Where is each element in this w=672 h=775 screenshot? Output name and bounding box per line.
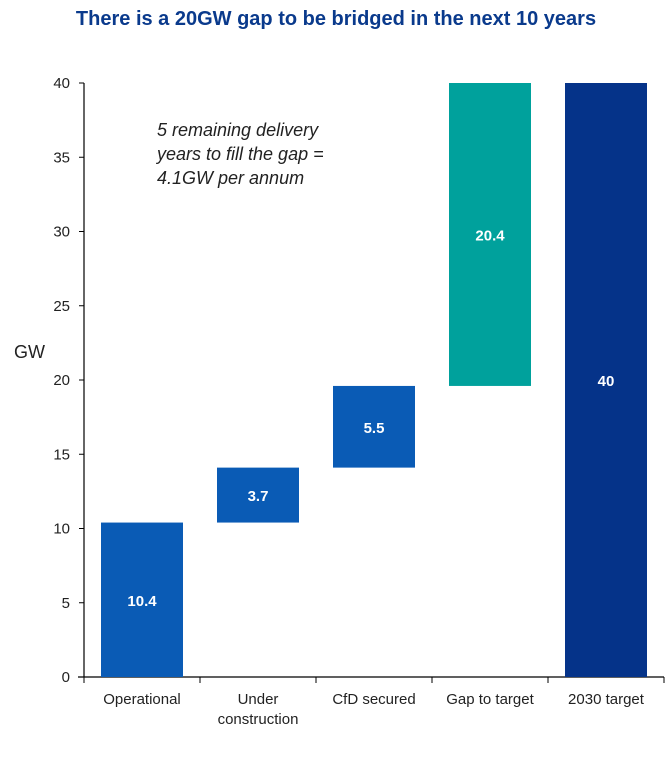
annotation-text: 4.1GW per annum (157, 168, 304, 188)
bar-data-label: 40 (598, 373, 615, 390)
bar-gap-to-target (449, 83, 531, 386)
bar-cfd-secured (333, 385, 415, 468)
bar-data-label: 10.4 (127, 593, 157, 610)
y-tick-label: 15 (53, 446, 70, 463)
bar-2030-target (565, 83, 647, 677)
x-category-label: Gap to target (446, 691, 534, 708)
x-category-label: construction (218, 711, 299, 728)
bar-under-construction (217, 467, 299, 523)
y-tick-label: 40 (53, 75, 70, 92)
y-tick-label: 35 (53, 149, 70, 166)
annotation-text: years to fill the gap = (155, 144, 324, 164)
x-category-label: 2030 target (568, 691, 645, 708)
x-category-label: CfD secured (332, 691, 415, 708)
x-category-label: Operational (103, 691, 181, 708)
bar-data-label: 5.5 (364, 420, 385, 437)
y-tick-label: 5 (62, 595, 70, 612)
y-tick-label: 20 (53, 372, 70, 389)
chart-title: There is a 20GW gap to be bridged in the… (75, 8, 597, 30)
y-tick-label: 30 (53, 224, 70, 241)
y-axis-label: GW (14, 342, 45, 362)
y-tick-label: 10 (53, 521, 70, 538)
y-tick-label: 25 (53, 298, 70, 315)
bar-operational (101, 522, 183, 677)
x-category-label: Under (238, 691, 279, 708)
annotation-text: 5 remaining delivery (157, 120, 319, 140)
y-tick-label: 0 (62, 669, 70, 686)
bar-data-label: 20.4 (475, 227, 505, 244)
bar-data-label: 3.7 (248, 488, 269, 505)
